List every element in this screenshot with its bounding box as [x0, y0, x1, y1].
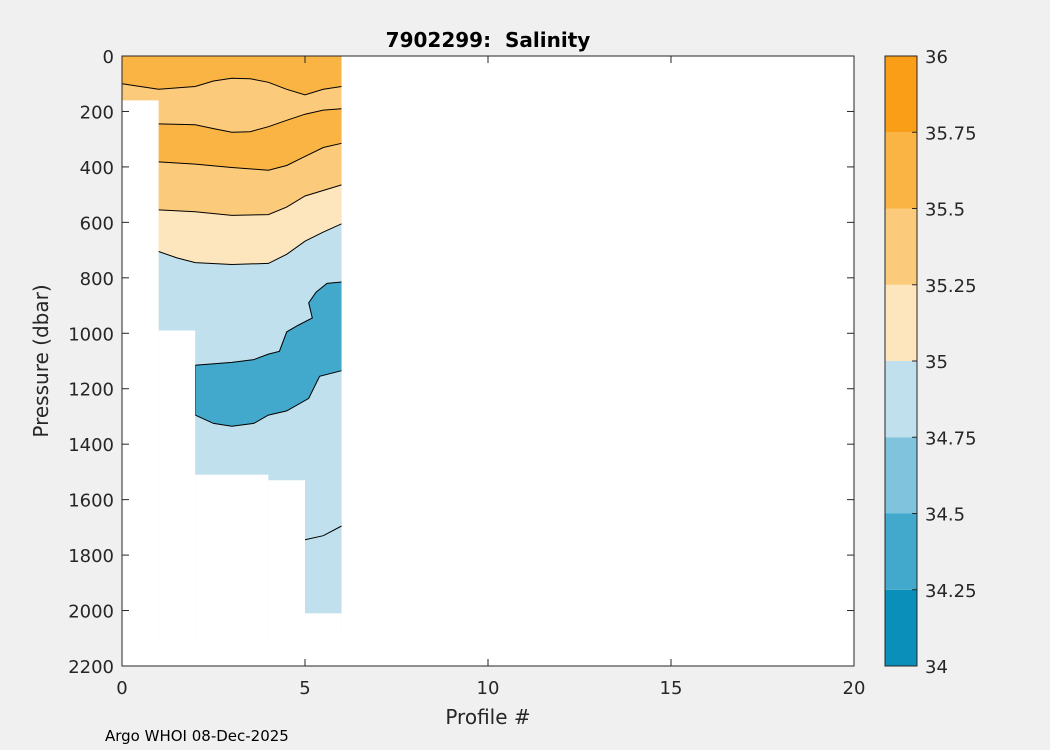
x-tick-label: 5	[299, 678, 310, 699]
band-34.75-35-deep	[305, 526, 342, 639]
y-tick-label: 1000	[68, 324, 114, 345]
no-data-mask	[268, 480, 305, 666]
contour-line-34.75	[304, 525, 342, 541]
y-axis-ticks: 0 200 400 600 800 1000 1200 1400 1600 1800 2000 220…	[68, 47, 854, 678]
y-tick-label: 400	[80, 158, 114, 179]
y-tick-label: 2200	[68, 657, 114, 678]
y-tick-label: 0	[103, 47, 114, 68]
colorbar-tick-label: 35.25	[925, 276, 977, 297]
colorbar-tick-label: 34.25	[925, 581, 977, 602]
y-axis-label: Pressure (dbar)	[29, 284, 53, 437]
colorbar-segment	[885, 132, 917, 209]
colorbar-segment	[885, 589, 917, 666]
y-tick-label: 1200	[68, 380, 114, 401]
x-tick-label: 0	[116, 678, 127, 699]
y-tick-label: 600	[80, 213, 114, 234]
colorbar-tick-label: 35	[925, 352, 948, 373]
contour-line-35.5	[158, 108, 342, 133]
contour-line-35.25	[158, 142, 342, 171]
y-tick-label: 2000	[68, 602, 114, 623]
colorbar-segment	[885, 437, 917, 514]
chart-title: 7902299: Salinity	[386, 28, 591, 52]
colorbar-tick-label: 34.5	[925, 505, 965, 526]
x-axis-label: Profile #	[445, 705, 530, 729]
colorbar-segment	[885, 56, 917, 133]
contour-line-35.5	[122, 77, 342, 96]
y-tick-label: 1400	[68, 435, 114, 456]
colorbar-segment	[885, 361, 917, 438]
no-data-mask	[305, 613, 342, 666]
colorbar-tick-label: 34	[925, 657, 948, 678]
contour-line-35	[158, 184, 342, 216]
colorbar-segment	[885, 513, 917, 590]
x-axis-ticks: 0 5 10 15 20	[116, 56, 865, 699]
y-tick-label: 1600	[68, 491, 114, 512]
footer-credit: Argo WHOI 08-Dec-2025	[105, 727, 289, 745]
y-tick-label: 1800	[68, 546, 114, 567]
contour-line-34.5	[194, 281, 342, 427]
no-data-masks	[122, 56, 855, 666]
no-data-mask	[158, 330, 196, 666]
colorbar: 34 34.25 34.5 34.75 35 35.25 35.5 35.75 36	[884, 47, 977, 678]
colorbar-tick-label: 35.75	[925, 123, 977, 144]
no-data-mask	[195, 474, 269, 666]
x-tick-label: 15	[660, 678, 683, 699]
x-tick-label: 20	[843, 678, 866, 699]
colorbar-segment	[885, 208, 917, 285]
colorbar-tick-label: 34.75	[925, 428, 977, 449]
contour-line-34.75	[158, 223, 342, 266]
y-tick-label: 200	[80, 102, 114, 123]
salinity-contour-lines	[122, 77, 342, 541]
x-tick-label: 10	[477, 678, 500, 699]
no-data-mask-right	[341, 56, 855, 666]
colorbar-tick-label: 35.5	[925, 200, 965, 221]
colorbar-tick-label: 36	[925, 47, 948, 68]
colorbar-segment	[885, 284, 917, 361]
y-tick-label: 800	[80, 269, 114, 290]
no-data-mask	[122, 100, 159, 666]
